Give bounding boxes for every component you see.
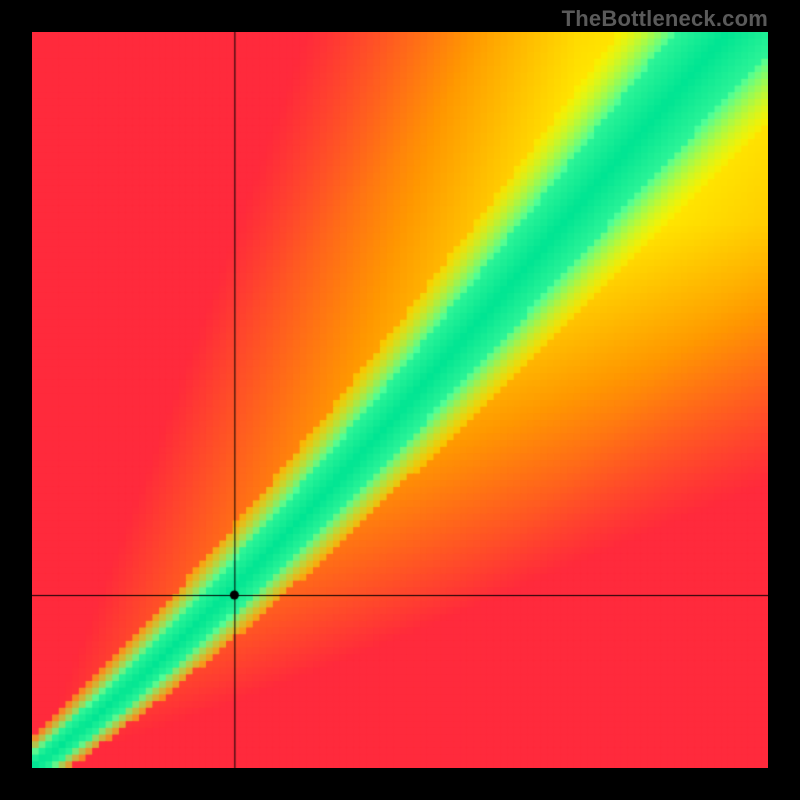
watermark-label: TheBottleneck.com: [562, 6, 768, 32]
chart-container: TheBottleneck.com: [0, 0, 800, 800]
bottleneck-heatmap: [32, 32, 768, 768]
plot-area: [32, 32, 768, 768]
